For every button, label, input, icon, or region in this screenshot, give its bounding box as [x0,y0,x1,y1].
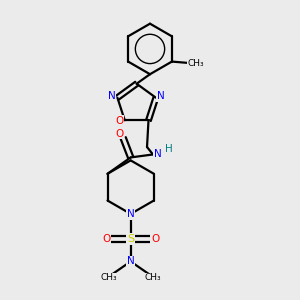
Text: O: O [102,234,110,244]
Text: CH₃: CH₃ [187,58,204,68]
Text: N: N [127,209,135,219]
Text: N: N [127,256,135,266]
Text: O: O [151,234,160,244]
Text: CH₃: CH₃ [101,273,117,282]
Text: H: H [165,144,173,154]
Text: O: O [115,116,124,126]
Text: N: N [154,148,162,159]
Text: CH₃: CH₃ [144,273,161,282]
Text: N: N [157,91,165,101]
Text: S: S [127,234,134,244]
Text: O: O [115,129,124,139]
Text: N: N [108,91,115,101]
